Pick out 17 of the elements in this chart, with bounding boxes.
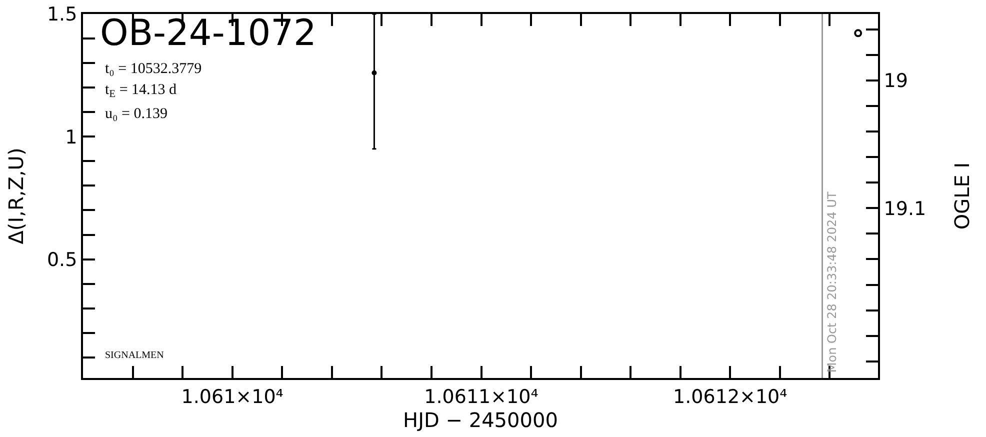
y2-tick-label: 19 xyxy=(884,70,908,92)
x-axis-title: HJD − 2450000 xyxy=(403,408,558,432)
annotation: t$_{E}$ = 14.13 d xyxy=(105,82,178,100)
x-tick-label: 1.0612×10⁴ xyxy=(673,386,788,408)
annotation: Mon Oct 28 20:33:48 2024 UT xyxy=(824,191,839,373)
annotation: SIGNALMEN xyxy=(105,350,164,361)
y2-axis-title: OGLE I xyxy=(950,162,974,230)
annotation: u₀ = 0.139 xyxy=(105,106,168,122)
y2-tick-label: 19.1 xyxy=(884,198,926,220)
y-tick-label: 1.5 xyxy=(46,4,78,26)
y-axis-title: Δ(I,R,Z,U) xyxy=(4,148,28,244)
annotation: t₀ = 10532.3779 xyxy=(105,61,202,77)
y-tick-label: 1 xyxy=(65,126,78,148)
y-tick-label: 0.5 xyxy=(46,248,78,271)
chart-title: OB-24-1072 xyxy=(100,12,316,54)
x-tick-label: 1.061×10⁴ xyxy=(181,386,284,408)
x-tick-label: 1.0611×10⁴ xyxy=(424,386,539,408)
